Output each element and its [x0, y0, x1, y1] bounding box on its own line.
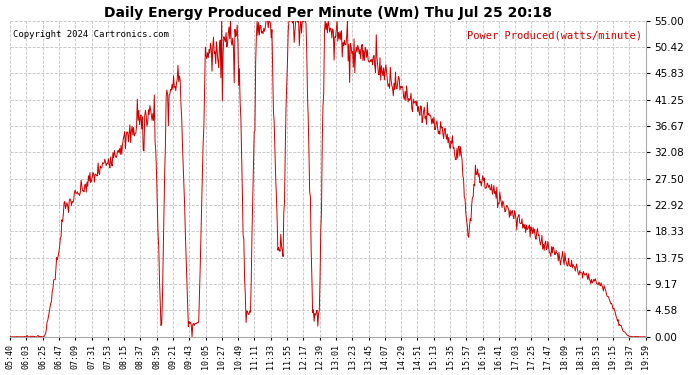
Title: Daily Energy Produced Per Minute (Wm) Thu Jul 25 20:18: Daily Energy Produced Per Minute (Wm) Th… — [104, 6, 552, 20]
Text: Power Produced(watts/minute): Power Produced(watts/minute) — [467, 30, 642, 40]
Text: Copyright 2024 Cartronics.com: Copyright 2024 Cartronics.com — [13, 30, 169, 39]
